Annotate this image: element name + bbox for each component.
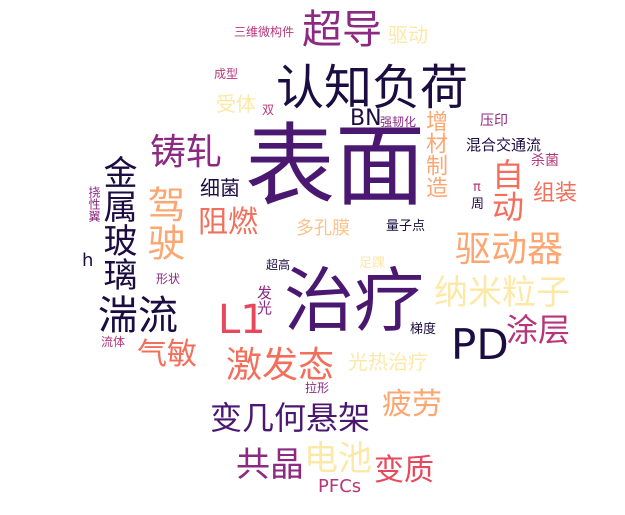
word-forming: 成型 [214,67,239,81]
word-week: 周 [471,197,485,212]
word-pfcs: PFCs [318,476,362,497]
word-mixed-traffic-flow: 混合交通流 [466,136,542,154]
word-fluid: 流体 [101,335,126,349]
word-double: 双 [262,103,275,117]
word-h: h [82,250,94,271]
word-gradient: 梯度 [410,322,437,337]
word-shape: 形状 [156,272,181,286]
word-turbulence: 湍流 [98,293,178,339]
word-superconductivity: 超导 [302,7,382,53]
word-3d-microstructure: 三维微构件 [234,25,295,39]
word-imprinting: 压印 [480,113,508,129]
word-luminescence: 发光 [255,285,273,315]
word-bn: BN [350,106,382,131]
word-therapy: 治疗 [284,260,424,342]
word-receptor: 受体 [216,92,256,116]
word-cast-rolling: 铸轧 [150,132,223,173]
word-driving: 驾驶 [141,185,185,261]
word-strengthening-toughening: 强韧化 [380,115,417,129]
word-excited-state: 激发态 [226,345,335,386]
word-stretch-forming: 拉形 [305,381,330,395]
word-eutectic: 共晶 [236,445,304,485]
word-fatigue: 疲劳 [382,387,442,422]
word-battery: 电池 [304,439,372,479]
word-foot-ankle: 足踝 [359,256,386,271]
word-automatic: 自动 [487,158,525,222]
word-modification: 变质 [374,453,434,488]
word-photothermal-therapy: 光热治疗 [348,350,428,374]
word-assembly: 组装 [533,181,578,206]
word-sterilization: 杀菌 [531,153,559,169]
word-pi: π [473,180,481,195]
word-bacteria: 细菌 [200,176,240,200]
word-driver: 驱动器 [455,229,564,270]
word-l1: L1 [218,297,266,343]
word-flexible-wing: 挠性翼 [87,186,101,222]
word-coating: 涂层 [506,311,571,349]
word-nanoparticles: 纳米粒子 [434,273,570,313]
word-gas-sensing: 气敏 [137,337,197,372]
word-ultra-high: 超高 [266,258,291,272]
word-flame-retardant: 阻燃 [198,205,258,240]
word-pd: PD [451,320,509,369]
word-variable-geometry-suspension: 变几何悬架 [210,399,371,437]
word-cognitive-load: 认知负荷 [276,60,469,116]
word-porous-membrane: 多孔膜 [296,218,350,239]
word-surface: 表面 [245,114,425,219]
word-metallic-glass: 金属玻璃 [97,155,137,291]
word-additive-manufacturing: 增材制造 [422,110,447,198]
word-quantum-dots: 量子点 [386,219,426,234]
word-drive: 驱动 [388,23,428,47]
